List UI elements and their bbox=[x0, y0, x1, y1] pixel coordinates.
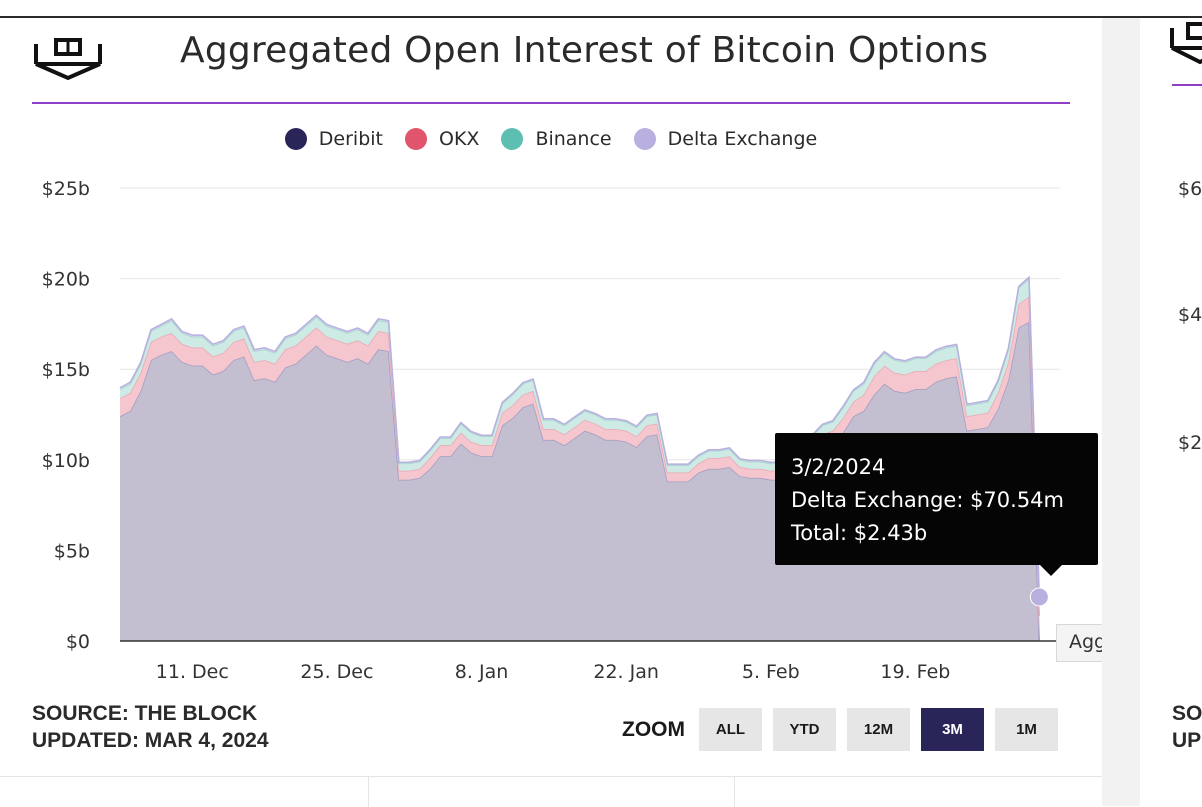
zoom-1m-button[interactable]: 1M bbox=[995, 708, 1058, 751]
legend-label-delta-exchange: Delta Exchange bbox=[667, 128, 818, 150]
title-underline bbox=[32, 102, 1070, 104]
legend-marker-delta-exchange bbox=[633, 128, 656, 150]
legend-item-delta-exchange[interactable]: Delta Exchange bbox=[633, 128, 818, 150]
x-tick-label: 22. Jan bbox=[593, 661, 659, 683]
zoom-3m-button[interactable]: 3M bbox=[921, 708, 984, 751]
adjacent-source-block: SO UP bbox=[1172, 700, 1202, 754]
tooltip-date: 3/2/2024 bbox=[791, 455, 886, 479]
bottom-panel-row bbox=[0, 776, 1102, 807]
x-tick-label: 11. Dec bbox=[156, 661, 229, 683]
x-tick-label: 8. Jan bbox=[455, 661, 508, 683]
zoom-all-button[interactable]: ALL bbox=[699, 708, 762, 751]
y-tick-label: $10b bbox=[42, 450, 90, 472]
chart-tooltip: 3/2/2024 Delta Exchange: $70.54m Total: … bbox=[775, 433, 1098, 565]
y-tick-label: $20b bbox=[42, 269, 90, 291]
tooltip-total: Total: $2.43b bbox=[791, 521, 928, 545]
tooltip-series-value: Delta Exchange: $70.54m bbox=[791, 488, 1064, 512]
adjacent-y-tick: $4 bbox=[1178, 304, 1202, 326]
legend-item-binance[interactable]: Binance bbox=[501, 128, 612, 150]
legend-marker-binance bbox=[501, 128, 524, 150]
y-tick-label: $25b bbox=[42, 178, 90, 200]
zoom-controls: ZOOM ALL YTD 12M 3M 1M bbox=[622, 708, 1069, 751]
x-tick-label: 5. Feb bbox=[742, 661, 800, 683]
adjacent-y-tick: $6 bbox=[1178, 178, 1202, 200]
legend-marker-deribit bbox=[284, 128, 307, 150]
legend-label-okx: OKX bbox=[439, 128, 480, 150]
x-tick-label: 25. Dec bbox=[300, 661, 373, 683]
source-line: SOURCE: THE BLOCK bbox=[32, 702, 258, 725]
updated-line: UPDATED: MAR 4, 2024 bbox=[32, 729, 269, 752]
the-block-logo-icon bbox=[1170, 22, 1202, 65]
adjacent-source-line: SO bbox=[1172, 702, 1202, 725]
legend-label-binance: Binance bbox=[535, 128, 612, 150]
zoom-label: ZOOM bbox=[622, 717, 685, 741]
legend-item-deribit[interactable]: Deribit bbox=[284, 128, 383, 150]
the-block-logo-icon bbox=[34, 38, 102, 81]
bottom-divider bbox=[368, 777, 369, 807]
adjacent-title-underline bbox=[1172, 84, 1202, 86]
chart-legend: Deribit OKX Binance Delta Exchange bbox=[0, 128, 1102, 150]
adjacent-updated-line: UP bbox=[1172, 729, 1202, 752]
chart-title: Aggregated Open Interest of Bitcoin Opti… bbox=[180, 30, 989, 71]
bottom-divider bbox=[734, 777, 735, 807]
legend-marker-okx bbox=[405, 128, 427, 150]
zoom-12m-button[interactable]: 12M bbox=[847, 708, 910, 751]
window-top-border bbox=[0, 16, 1202, 18]
series-line-okx bbox=[119, 295, 1041, 616]
hover-point-marker bbox=[1029, 587, 1049, 607]
panel-gutter bbox=[1102, 18, 1140, 806]
zoom-ytd-button[interactable]: YTD bbox=[773, 708, 836, 751]
tooltip-arrow bbox=[1040, 565, 1062, 576]
adjacent-chart-card: $6 $4 $2 SO UP bbox=[1140, 18, 1202, 806]
x-tick-label: 19. Feb bbox=[880, 661, 950, 683]
y-tick-label: $15b bbox=[42, 359, 90, 381]
y-tick-label: $0 bbox=[66, 631, 90, 653]
legend-item-okx[interactable]: OKX bbox=[405, 128, 479, 150]
series-line-delta-exchange bbox=[119, 275, 1041, 598]
source-block: SOURCE: THE BLOCK UPDATED: MAR 4, 2024 bbox=[32, 700, 269, 754]
adjacent-y-tick: $2 bbox=[1178, 432, 1202, 454]
legend-label-deribit: Deribit bbox=[318, 128, 383, 150]
y-tick-label: $5b bbox=[54, 540, 90, 562]
